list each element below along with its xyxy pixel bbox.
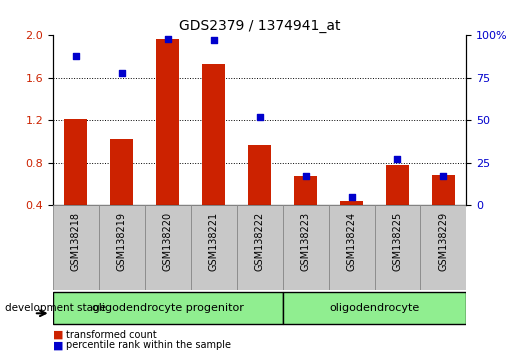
Point bbox=[164, 36, 172, 42]
Point bbox=[347, 194, 356, 200]
Text: GSM138218: GSM138218 bbox=[71, 212, 81, 271]
Bar bbox=[375, 205, 420, 290]
Point bbox=[255, 114, 264, 120]
Title: GDS2379 / 1374941_at: GDS2379 / 1374941_at bbox=[179, 19, 340, 33]
Text: GSM138223: GSM138223 bbox=[301, 212, 311, 271]
Point bbox=[302, 173, 310, 179]
Text: GSM138224: GSM138224 bbox=[347, 212, 357, 271]
Bar bbox=[282, 292, 466, 324]
Bar bbox=[432, 175, 455, 205]
Bar bbox=[237, 205, 282, 290]
Point bbox=[118, 70, 126, 76]
Bar bbox=[99, 205, 145, 290]
Text: oligodendrocyte progenitor: oligodendrocyte progenitor bbox=[92, 303, 244, 313]
Bar bbox=[386, 165, 409, 205]
Text: GSM138229: GSM138229 bbox=[438, 212, 448, 271]
Text: GSM138221: GSM138221 bbox=[209, 212, 219, 271]
Bar bbox=[53, 205, 99, 290]
Text: development stage: development stage bbox=[5, 303, 107, 313]
Point bbox=[393, 156, 402, 162]
Bar bbox=[202, 64, 225, 205]
Point bbox=[209, 38, 218, 43]
Point bbox=[72, 53, 80, 59]
Text: GSM138220: GSM138220 bbox=[163, 212, 173, 271]
Text: GSM138222: GSM138222 bbox=[255, 212, 264, 272]
Bar bbox=[248, 145, 271, 205]
Text: transformed count: transformed count bbox=[66, 330, 157, 339]
Bar bbox=[145, 205, 191, 290]
Bar bbox=[420, 205, 466, 290]
Bar bbox=[191, 205, 237, 290]
Bar bbox=[110, 139, 134, 205]
Text: oligodendrocyte: oligodendrocyte bbox=[330, 303, 420, 313]
Bar bbox=[294, 176, 317, 205]
Text: GSM138225: GSM138225 bbox=[393, 212, 402, 272]
Text: ■: ■ bbox=[53, 340, 64, 350]
Bar bbox=[156, 39, 179, 205]
Bar bbox=[282, 205, 329, 290]
Bar bbox=[329, 205, 375, 290]
Bar bbox=[65, 119, 87, 205]
Point bbox=[439, 173, 448, 179]
Bar bbox=[340, 201, 363, 205]
Text: percentile rank within the sample: percentile rank within the sample bbox=[66, 340, 231, 350]
Text: GSM138219: GSM138219 bbox=[117, 212, 127, 271]
Bar bbox=[53, 292, 282, 324]
Text: ■: ■ bbox=[53, 330, 64, 339]
